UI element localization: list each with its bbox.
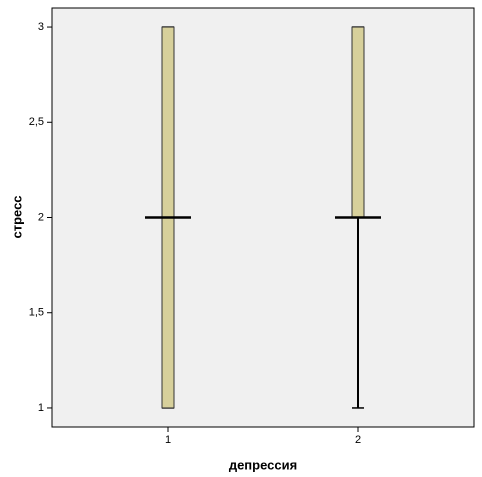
y-tick-label: 2 [38,211,44,223]
plot-area [51,7,475,428]
box [351,26,365,218]
y-tick-label: 1 [38,402,44,414]
x-tick-label: 2 [355,434,361,446]
x-tick-label: 1 [165,434,171,446]
x-axis-title: депрессия [229,457,297,472]
y-tick-label: 2,5 [29,116,44,128]
y-tick-label: 3 [38,21,44,33]
y-axis-title: стресс [9,195,24,238]
y-tick-label: 1,5 [29,307,44,319]
